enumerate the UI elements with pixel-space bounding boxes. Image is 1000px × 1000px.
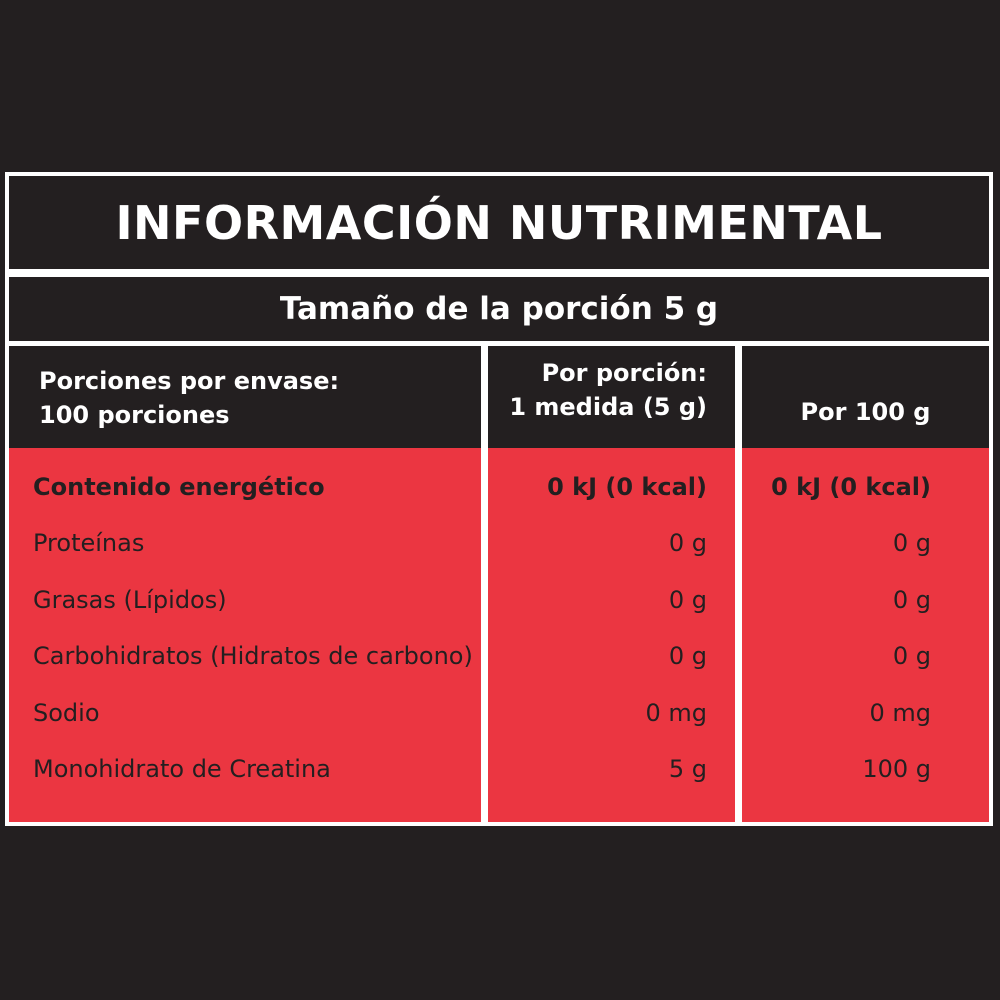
per-100g-header: Por 100 g bbox=[742, 346, 989, 448]
per-serving-value: 0 g bbox=[668, 529, 707, 558]
per-100g-value: 0 g bbox=[892, 529, 931, 558]
nutrient-name: Monohidrato de Creatina bbox=[33, 754, 331, 783]
nutrient-name: Proteínas bbox=[33, 529, 145, 558]
nutrient-name: Contenido energético bbox=[33, 473, 325, 501]
per-serving-value: 0 mg bbox=[645, 698, 707, 727]
nutrient-name: Grasas (Lípidos) bbox=[33, 585, 227, 614]
per-serving-measure: 1 medida (5 g) bbox=[509, 393, 707, 421]
per-100g-column: 0 kJ (0 kcal) 0 g 0 g 0 g 0 mg 100 g bbox=[742, 448, 989, 822]
per-serving-value: 0 g bbox=[668, 642, 707, 671]
panel-title: INFORMACIÓN NUTRIMENTAL bbox=[9, 176, 989, 269]
servings-label: Porciones por envase: bbox=[39, 367, 340, 395]
per-100g-value: 0 kJ (0 kcal) bbox=[771, 473, 931, 501]
per-serving-value: 5 g bbox=[668, 754, 707, 783]
nutrient-names-column: Contenido energético Proteínas Grasas (L… bbox=[9, 448, 481, 822]
nutrient-name: Carbohidratos (Hidratos de carbono) bbox=[33, 642, 473, 671]
per-100g-value: 0 g bbox=[892, 585, 931, 614]
nutrient-name: Sodio bbox=[33, 698, 100, 727]
per-100g-value: 100 g bbox=[862, 754, 931, 783]
per-serving-header: Por porción: 1 medida (5 g) bbox=[488, 346, 735, 448]
per-serving-label: Por porción: bbox=[541, 359, 707, 387]
per-serving-value: 0 g bbox=[668, 585, 707, 614]
servings-per-container-header: Porciones por envase: 100 porciones bbox=[9, 346, 481, 448]
serving-size: Tamaño de la porción 5 g bbox=[9, 277, 989, 341]
per-100g-value: 0 g bbox=[892, 642, 931, 671]
servings-value: 100 porciones bbox=[39, 401, 230, 429]
per-100g-value: 0 mg bbox=[869, 698, 931, 727]
nutrition-facts-panel: INFORMACIÓN NUTRIMENTAL Tamaño de la por… bbox=[5, 172, 993, 826]
per-serving-value: 0 kJ (0 kcal) bbox=[547, 473, 707, 501]
per-serving-column: 0 kJ (0 kcal) 0 g 0 g 0 g 0 mg 5 g bbox=[488, 448, 735, 822]
